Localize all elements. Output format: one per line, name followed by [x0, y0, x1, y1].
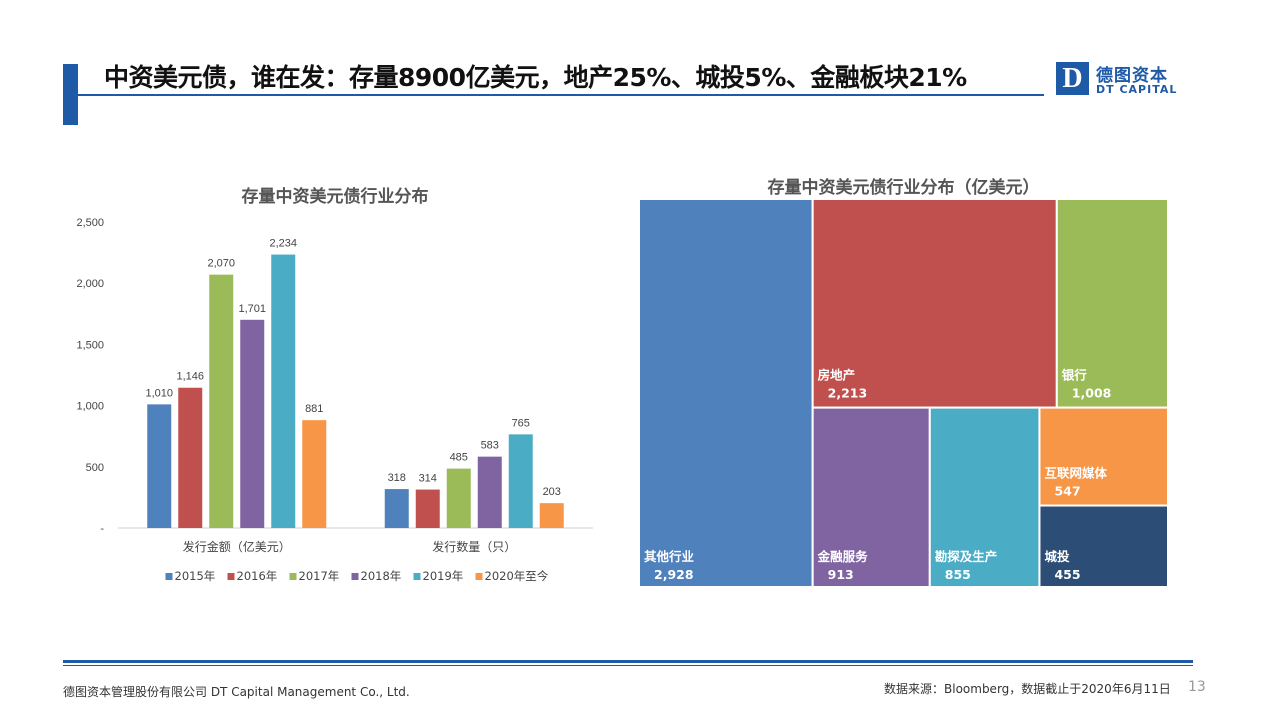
treemap-tile-value: 455: [1054, 567, 1080, 582]
bar-data-label: 314: [419, 473, 437, 485]
treemap-tile-name: 房地产: [818, 368, 856, 383]
legend-label: 2018年: [361, 569, 402, 583]
treemap-tile-value: 855: [945, 567, 971, 582]
bar: [178, 387, 203, 528]
legend-label: 2015年: [175, 569, 216, 583]
bar: [271, 254, 296, 528]
treemap-title: 存量中资美元债行业分布（亿美元）: [767, 178, 1040, 198]
bar: [302, 420, 327, 528]
footer-divider: [63, 660, 1193, 663]
treemap-tile-value: 913: [828, 567, 854, 582]
treemap-tile-name: 银行: [1062, 368, 1088, 383]
treemap-tile-value: 1,008: [1072, 386, 1112, 401]
bar-data-label: 2,070: [207, 258, 235, 270]
bar: [209, 274, 234, 528]
footer-divider-thin: [63, 665, 1193, 666]
bar-data-label: 318: [388, 472, 406, 484]
bar-data-label: 485: [450, 452, 468, 464]
bar-chart-title: 存量中资美元债行业分布: [241, 187, 429, 207]
treemap-tile-value: 2,928: [654, 567, 694, 582]
legend-label: 2019年: [423, 569, 464, 583]
bar: [384, 489, 409, 528]
page-title: 中资美元债，谁在发：存量8900亿美元，地产25%、城投5%、金融板块21%: [104, 63, 967, 92]
legend-label: 2016年: [237, 569, 278, 583]
treemap-tile: [811, 198, 1058, 409]
legend-swatch: [165, 573, 173, 580]
treemap-tile: [811, 406, 931, 588]
treemap-tile: [1038, 406, 1169, 507]
logo-chinese-name: 德图资本: [1096, 66, 1168, 86]
title-accent-bar: [63, 64, 78, 125]
x-category-label: 发行金额（亿美元）: [183, 539, 291, 554]
treemap-tile-name: 城投: [1044, 549, 1070, 564]
bar: [147, 404, 172, 528]
bar-data-label: 765: [512, 417, 530, 429]
legend-swatch: [475, 573, 483, 580]
company-logo: D 德图资本 DT CAPITAL: [1056, 62, 1196, 98]
y-tick-label: 1,500: [76, 339, 104, 351]
bar: [240, 319, 265, 528]
legend-swatch: [227, 573, 235, 580]
y-tick-label: 2,500: [76, 217, 104, 229]
footer-company-name: 德图资本管理股份有限公司 DT Capital Management Co., …: [63, 685, 410, 699]
page-number: 13: [1188, 679, 1206, 695]
logo-mark-icon: D: [1056, 62, 1089, 95]
treemap-tile-name: 其他行业: [644, 549, 695, 564]
legend-swatch: [289, 573, 297, 580]
y-tick-label: -: [100, 523, 104, 535]
treemap-tile: [638, 198, 814, 588]
bar-data-label: 2,234: [269, 238, 297, 250]
bar-data-label: 1,010: [145, 387, 173, 399]
treemap-tile-value: 2,213: [828, 386, 868, 401]
treemap-tile: [1038, 504, 1169, 588]
bar-data-label: 583: [481, 440, 499, 452]
bar-data-label: 203: [543, 486, 561, 498]
legend-swatch: [413, 573, 421, 580]
legend-label: 2017年: [299, 569, 340, 583]
y-tick-label: 2,000: [76, 278, 104, 290]
bar: [477, 456, 502, 528]
title-underline: [78, 94, 1044, 96]
bar: [415, 489, 440, 528]
treemap-tile-name: 勘探及生产: [935, 549, 998, 564]
bar: [446, 468, 471, 528]
x-category-label: 发行数量（只）: [432, 539, 516, 554]
y-tick-label: 500: [86, 462, 104, 474]
y-tick-label: 1,000: [76, 401, 104, 413]
bar: [539, 503, 564, 528]
footer-data-source: 数据来源：Bloomberg，数据截止于2020年6月11日: [884, 682, 1171, 696]
legend-swatch: [351, 573, 359, 580]
legend-label: 2020年至今: [485, 569, 549, 583]
bar: [508, 434, 533, 528]
logo-english-name: DT CAPITAL: [1096, 83, 1178, 96]
bar-data-label: 881: [305, 403, 323, 415]
bar-data-label: 1,701: [238, 303, 266, 315]
treemap-chart: 其他行业 2,928 房地产 2,213 银行 1,008 金融服务 913 勘探及生产 855 互…: [638, 198, 1169, 588]
treemap-tile-name: 金融服务: [817, 549, 869, 564]
treemap-tile-value: 547: [1054, 484, 1080, 499]
treemap-tile: [928, 406, 1041, 588]
bar-data-label: 1,146: [176, 371, 204, 383]
treemap-tile-name: 互联网媒体: [1044, 466, 1107, 481]
